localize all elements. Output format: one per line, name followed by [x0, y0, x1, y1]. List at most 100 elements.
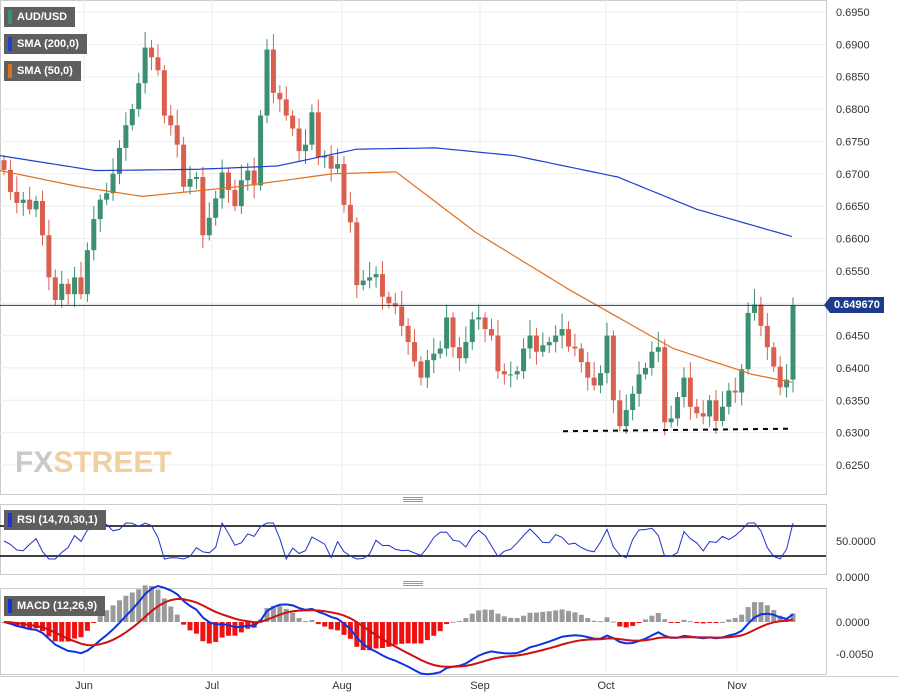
macd-histogram-bar [386, 622, 392, 647]
support-line [562, 427, 791, 433]
macd-histogram-bar [681, 619, 687, 622]
macd-histogram-bar [437, 622, 443, 632]
macd-histogram-bar [290, 612, 296, 622]
candle-body [623, 409, 629, 427]
candle-body [598, 373, 604, 386]
candle-body [213, 198, 219, 218]
candle-body [129, 109, 135, 126]
candle-body [617, 400, 623, 427]
candle-body [39, 200, 45, 236]
candle-body [46, 235, 52, 278]
macd-histogram-bar [790, 613, 796, 622]
sma-overlays [0, 147, 826, 433]
candle-body [687, 377, 693, 407]
candle-body [444, 317, 450, 349]
candle-body [367, 277, 373, 281]
macd-histogram-bar [270, 605, 276, 622]
macd-histogram-bar [540, 611, 546, 622]
macd-histogram-bar [14, 622, 20, 627]
macd-histogram-bar [655, 613, 661, 622]
candle-body [123, 125, 129, 148]
macd-histogram-bar [78, 622, 84, 638]
candle-body [116, 147, 122, 174]
candle-body [181, 144, 187, 187]
macd-histogram-bar [623, 622, 629, 628]
macd-histogram-bar [572, 612, 578, 622]
macd-histogram-bar [168, 606, 174, 622]
candle-body [322, 155, 328, 158]
macd-histogram-bar [296, 618, 302, 622]
candle-body [681, 377, 687, 398]
macd-histogram-bar [328, 622, 334, 630]
candle-body [258, 115, 264, 186]
candle-body [226, 172, 232, 190]
price-tick-label: 0.6750 [836, 136, 870, 148]
candle-body [187, 178, 193, 187]
candle-body [649, 351, 655, 368]
candle-body [655, 347, 661, 352]
legend-macd[interactable]: MACD (12,26,9) [4, 596, 106, 616]
rsi-resize-handle[interactable] [403, 497, 423, 502]
macd-histogram-bar [501, 616, 507, 622]
legend-rsi[interactable]: RSI (14,70,30,1) [4, 510, 106, 530]
candle-body [155, 57, 161, 71]
candle-body [521, 348, 527, 372]
price-tick-label: 0.6650 [836, 201, 870, 213]
macd-histogram-bar [739, 614, 745, 622]
candle-body [245, 170, 251, 181]
candle-body [72, 277, 78, 295]
macd-resize-handle[interactable] [403, 581, 423, 586]
macd-histogram-bar [399, 622, 405, 644]
macd-histogram-bar [732, 617, 738, 622]
candle-body [777, 366, 783, 388]
legend-symbol[interactable]: AUD/USD [4, 7, 76, 27]
candle-body [662, 347, 668, 423]
macd-histogram-bar [91, 622, 97, 623]
candle-body [315, 112, 321, 158]
candle-body [78, 277, 84, 295]
candle-body [354, 222, 360, 286]
candle-body [149, 47, 155, 58]
macd-histogram-bar [630, 622, 636, 626]
candle-body [437, 348, 443, 354]
macd-histogram-bar [700, 622, 706, 624]
macd-histogram-bar [533, 612, 539, 622]
candle-body [707, 400, 713, 417]
candle-body [341, 164, 347, 205]
candle-body [347, 204, 353, 223]
candle-body [84, 250, 90, 295]
macd-histogram-bar [149, 585, 155, 622]
macd-histogram-bar [354, 622, 360, 647]
candle-body [232, 189, 238, 207]
legend-sma50[interactable]: SMA (50,0) [4, 61, 81, 81]
candle-body [739, 369, 745, 393]
candle-body [450, 317, 456, 348]
candle-body [495, 335, 501, 372]
macd-histogram-bar [642, 619, 648, 622]
candle-body [642, 367, 648, 375]
candle-body [604, 335, 610, 374]
candle-body [104, 193, 110, 200]
macd-histogram-bar [193, 622, 199, 634]
macd-histogram-bar [489, 609, 495, 622]
candle-body [110, 173, 116, 194]
legend-sma200[interactable]: SMA (200,0) [4, 34, 87, 54]
macd-histogram-bar [379, 622, 385, 648]
macd-signal-line [3, 597, 794, 668]
macd-histogram-bar [777, 615, 783, 622]
macd-histogram-bar [604, 617, 610, 622]
macd-histogram-bar [598, 621, 604, 623]
candle-body [277, 92, 283, 100]
rsi-line [3, 521, 794, 561]
macd-histogram-bar [65, 622, 71, 642]
candle-body [476, 317, 482, 320]
candle-body [572, 346, 578, 349]
current-price-label: 0.649670 [824, 297, 884, 313]
price-tick-label: 0.6300 [836, 428, 870, 440]
macd-histogram-bar [200, 622, 206, 642]
candle-body [752, 304, 758, 313]
main-panel-frame [0, 0, 827, 495]
candle-body [97, 199, 103, 220]
candle-body [206, 217, 212, 236]
macd-histogram-bar [129, 592, 135, 622]
